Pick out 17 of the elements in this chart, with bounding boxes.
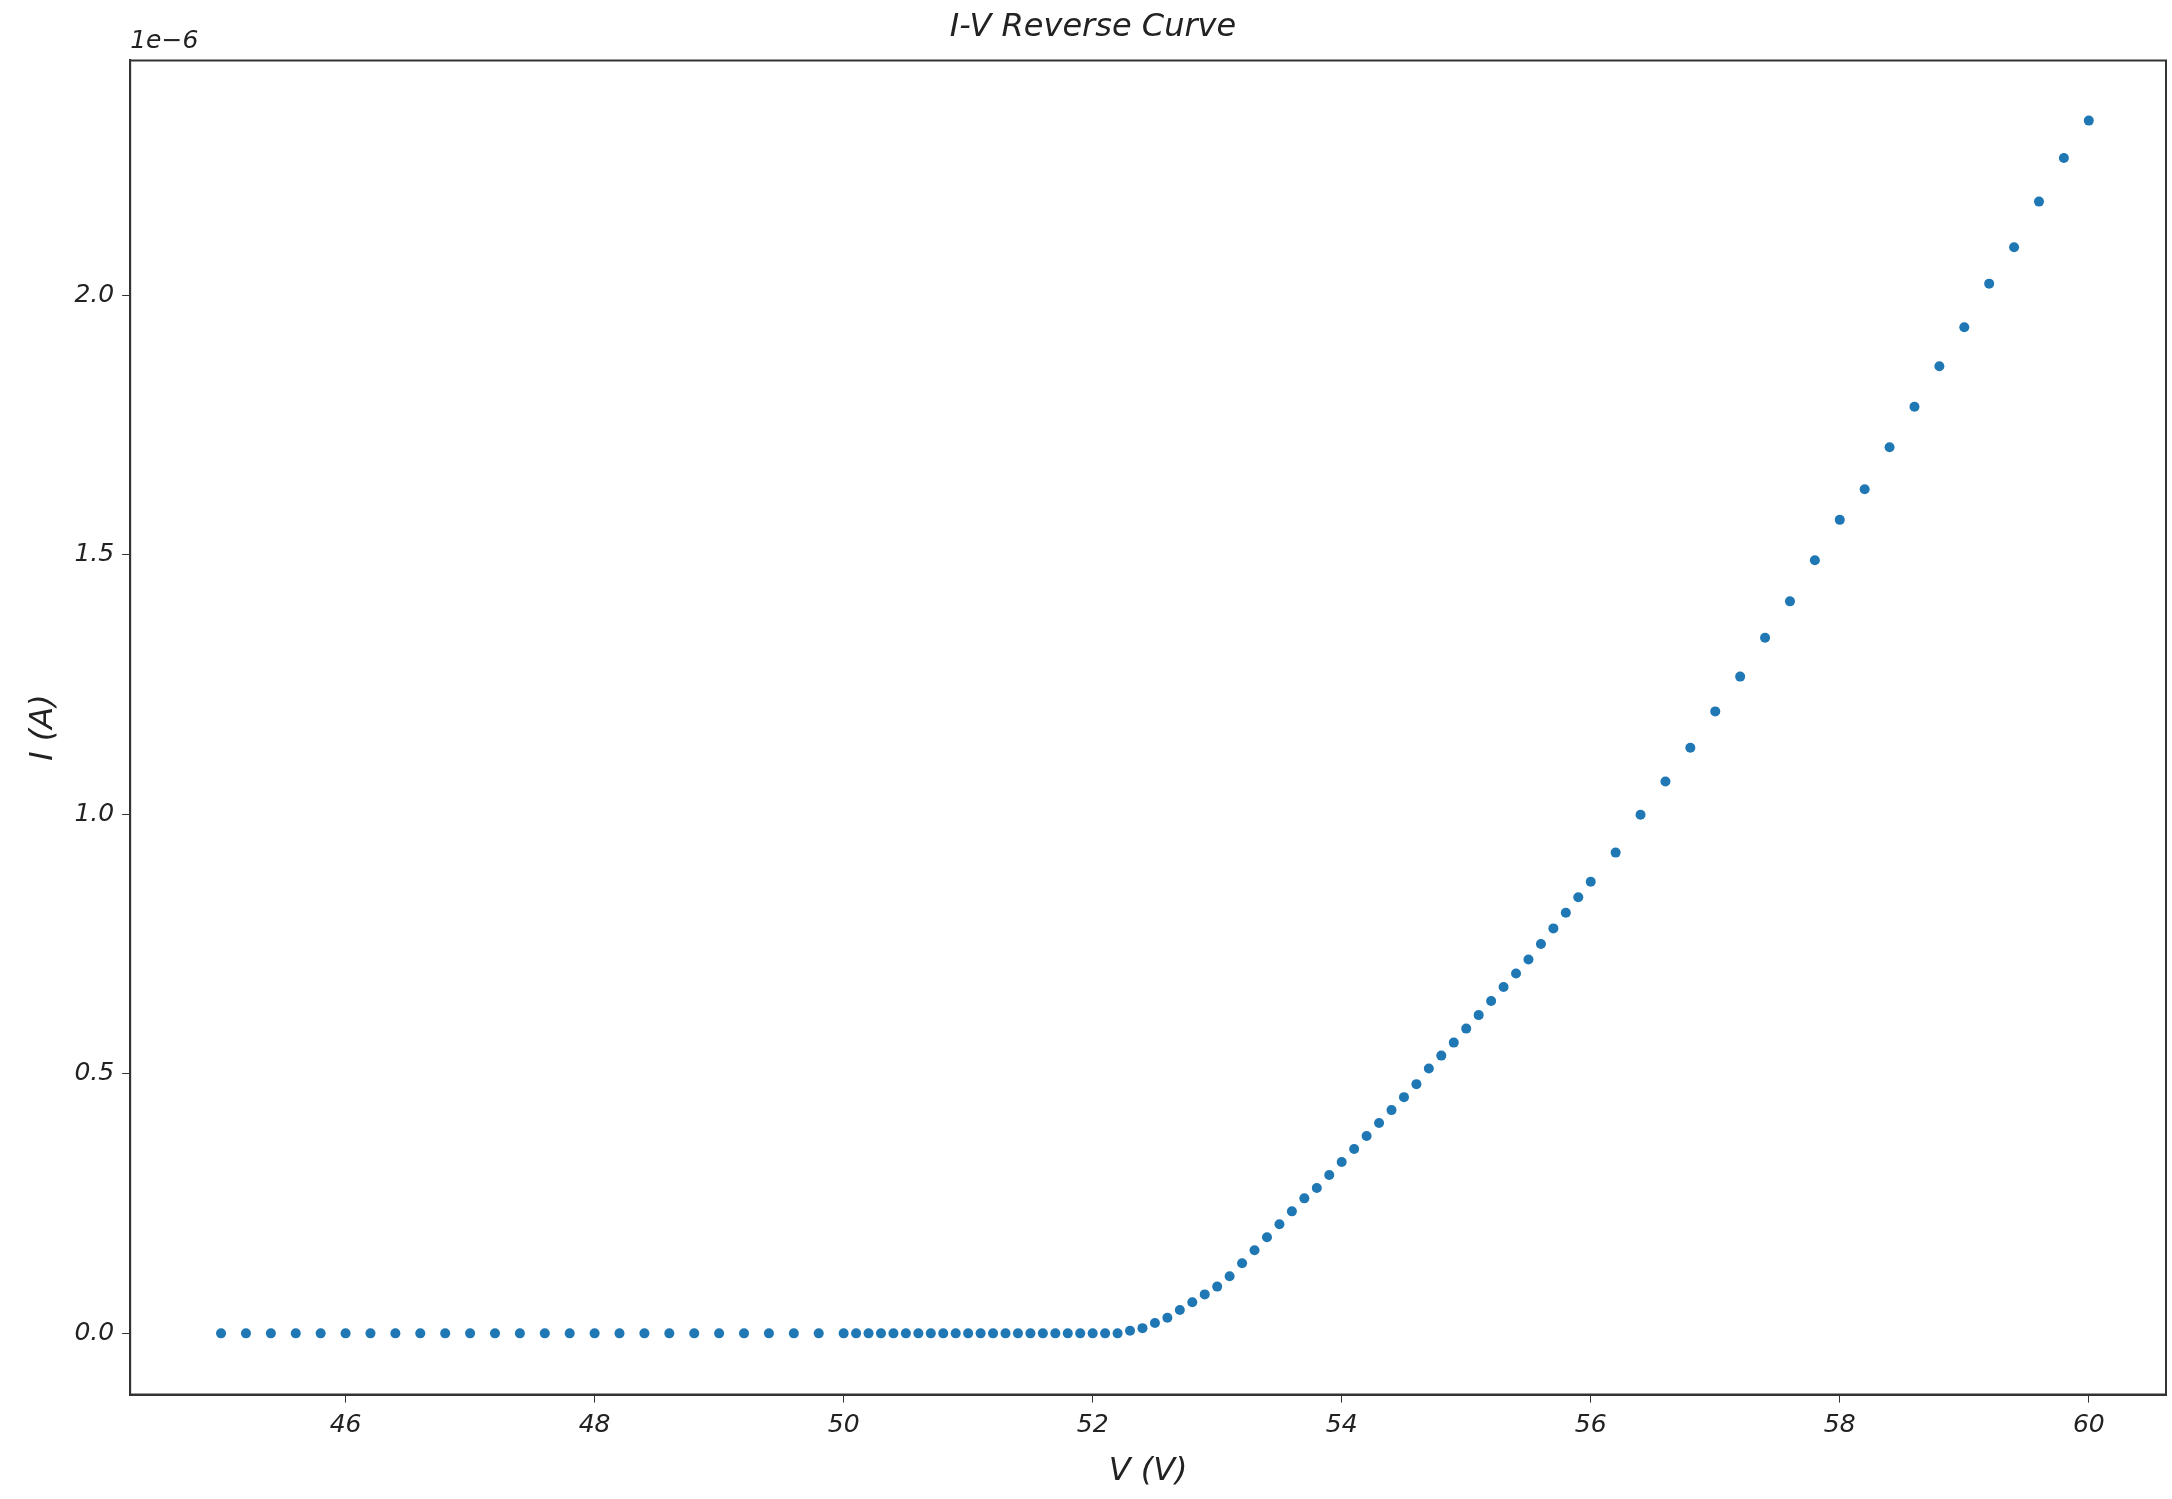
y-tick-label: 1.5 xyxy=(74,538,115,568)
x-tick-label: 52 xyxy=(1076,1409,1109,1439)
x-tick-label: 54 xyxy=(1325,1409,1358,1439)
x-tick-label: 48 xyxy=(578,1409,611,1439)
x-tick-label: 50 xyxy=(827,1409,860,1439)
x-tick-label: 46 xyxy=(329,1409,362,1439)
chart-title: I-V Reverse Curve xyxy=(949,5,1237,44)
y-tick-label: 0.0 xyxy=(74,1316,115,1346)
x-tick-label: 60 xyxy=(2072,1409,2105,1439)
y-tick-label: 0.5 xyxy=(74,1057,115,1087)
x-tick-label: 58 xyxy=(1823,1409,1856,1439)
y-tick-label: 2.0 xyxy=(74,278,115,308)
y-tick-label: 1.0 xyxy=(74,797,115,827)
text: 1e−6 xyxy=(130,25,199,55)
x-axis-title: V (V) xyxy=(1108,1450,1188,1489)
y-axis-title: I (A) xyxy=(21,694,60,761)
x-tick-label: 56 xyxy=(1574,1409,1607,1439)
